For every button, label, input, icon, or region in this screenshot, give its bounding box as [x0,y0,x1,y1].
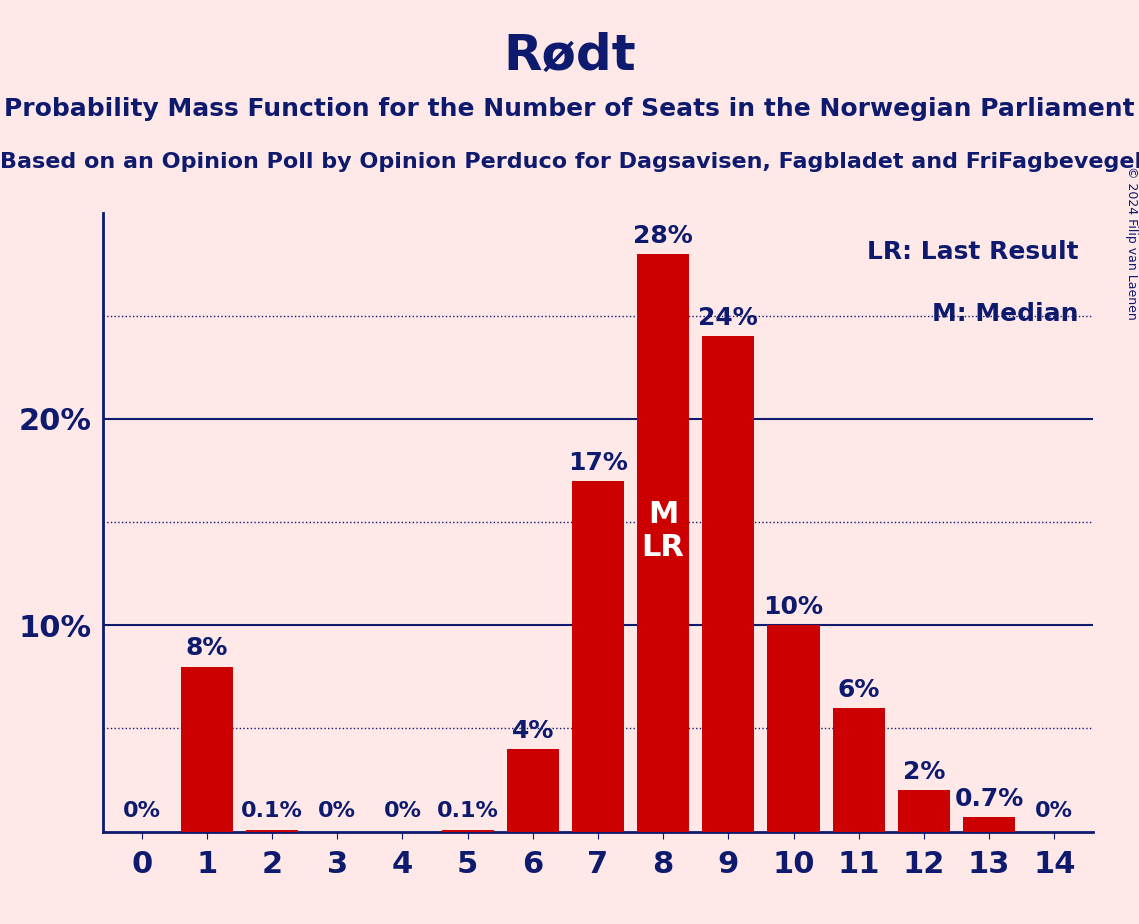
Bar [898,790,950,832]
Bar [507,749,559,832]
Bar [703,336,754,832]
Text: © 2024 Filip van Laenen: © 2024 Filip van Laenen [1124,166,1138,320]
Text: 4%: 4% [511,719,554,743]
Text: 17%: 17% [568,451,628,475]
Bar [637,254,689,832]
Text: 24%: 24% [698,306,759,330]
Bar [572,480,624,832]
Text: 0.1%: 0.1% [436,801,499,821]
Text: LR: Last Result: LR: Last Result [867,240,1079,264]
Bar [442,830,493,832]
Bar [768,626,820,832]
Text: 10%: 10% [763,595,823,619]
Text: Based on an Opinion Poll by Opinion Perduco for Dagsavisen, Fagbladet and FriFag: Based on an Opinion Poll by Opinion Perd… [0,152,1139,173]
Bar [181,666,232,832]
Bar [246,830,298,832]
Text: 0%: 0% [123,801,161,821]
Text: 28%: 28% [633,224,693,248]
Text: 0.7%: 0.7% [954,787,1024,811]
Text: 0.1%: 0.1% [241,801,303,821]
Bar [833,708,885,832]
Text: 0%: 0% [384,801,421,821]
Text: M
LR: M LR [641,500,685,563]
Text: 2%: 2% [903,760,945,784]
Bar [964,817,1015,832]
Text: M: Median: M: Median [932,302,1079,326]
Text: Probability Mass Function for the Number of Seats in the Norwegian Parliament: Probability Mass Function for the Number… [5,97,1134,121]
Text: 8%: 8% [186,637,228,661]
Text: 0%: 0% [318,801,357,821]
Text: Rødt: Rødt [503,32,636,80]
Text: 6%: 6% [837,677,880,701]
Text: 0%: 0% [1035,801,1073,821]
